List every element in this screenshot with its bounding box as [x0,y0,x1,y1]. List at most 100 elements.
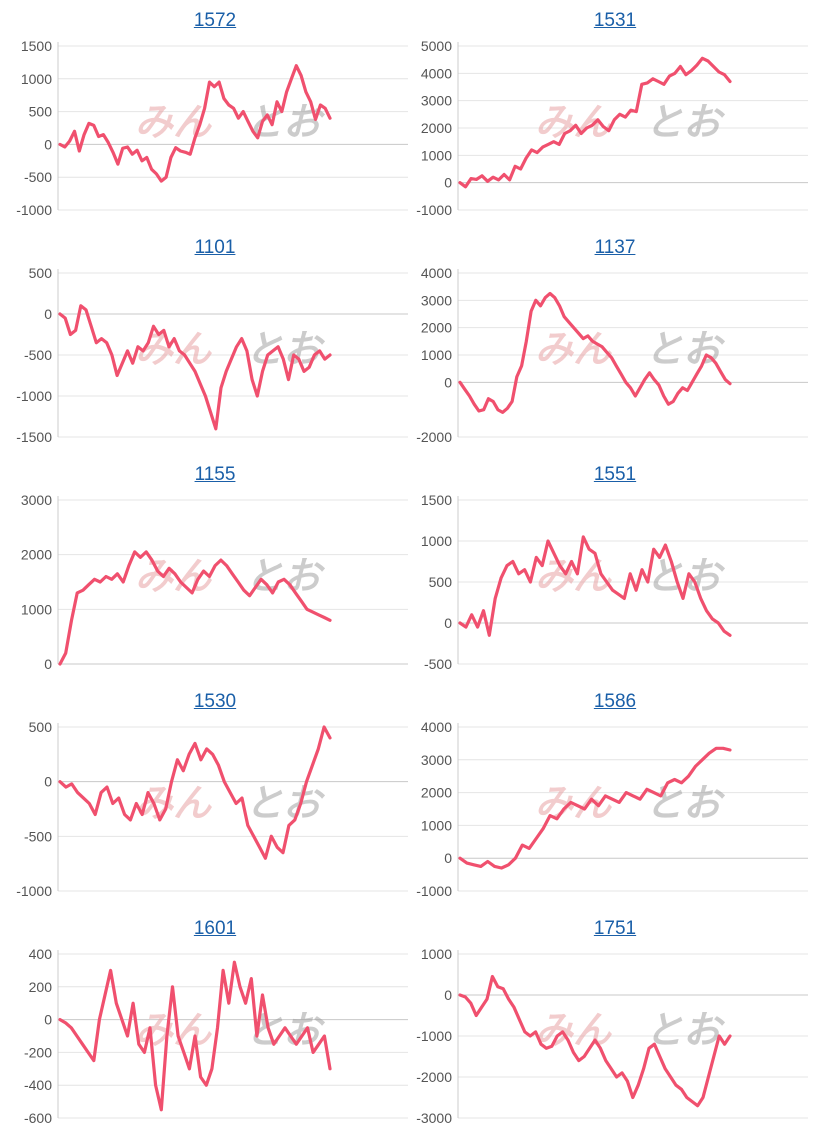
y-tick-label: -1000 [16,883,52,899]
y-tick-label: 1000 [21,601,52,617]
chart-title-link[interactable]: 1531 [593,10,637,31]
series-line [58,725,332,860]
series-line [58,960,332,1112]
y-tick-label: 500 [429,574,453,590]
y-tick-label: 4000 [421,65,452,81]
watermark-text: みん [535,1008,612,1052]
chart-panel-1137: 1137 4000 3000 2000 1000 0 -2000 みん とお [410,227,820,454]
y-tick-label: -1000 [416,1028,452,1044]
y-tick-label: -2000 [416,1069,452,1085]
y-tick-label: 1000 [421,347,452,363]
watermark-text: とお [245,781,326,825]
y-tick-label: 500 [29,265,53,281]
chart-title-link[interactable]: 1137 [594,237,636,258]
chart-title-link[interactable]: 1751 [593,918,637,939]
series-line [458,291,732,414]
chart-panel-1101: 1101 500 0 -500 -1000 -1500 みん とお [10,227,420,454]
y-tick-label: -500 [24,347,52,363]
y-tick-label: 500 [29,104,53,120]
y-tick-label: 1000 [421,533,452,549]
y-tick-label: 2000 [21,547,52,563]
y-tick-label: 200 [29,979,53,995]
watermark-text: みん [535,554,612,598]
y-tick-label: 1000 [421,147,452,163]
chart-panel-1155: 1155 3000 2000 1000 0 みん とお [10,454,420,681]
y-tick-label: -500 [424,656,452,672]
watermark-text: みん [135,1008,212,1052]
y-tick-label: -500 [24,828,52,844]
line-chart: 1000 0 -1000 -2000 -3000 みん とお [416,946,808,1126]
y-tick-label: 400 [29,946,53,962]
watermark-text: とお [645,327,726,371]
y-tick-label: -3000 [416,1110,452,1126]
y-tick-label: 1500 [21,38,52,54]
y-tick-label: 3000 [21,492,52,508]
line-chart: 4000 3000 2000 1000 0 -2000 みん とお [416,265,808,445]
y-tick-label: 0 [444,850,452,866]
chart-panel-1601: 1601 400 200 0 -200 -400 -600 みん とお [10,908,420,1135]
y-tick-label: -1000 [16,388,52,404]
y-tick-label: 3000 [421,752,452,768]
y-tick-label: 0 [444,374,452,390]
chart-title-link[interactable]: 1530 [193,691,237,712]
chart-panel-1586: 1586 4000 3000 2000 1000 0 -1000 みん とお [410,681,820,908]
y-tick-label: -2000 [416,429,452,445]
y-tick-label: 1500 [421,492,452,508]
y-tick-label: -1000 [416,202,452,218]
y-tick-label: 3000 [421,292,452,308]
y-tick-label: 4000 [421,719,452,735]
y-tick-label: -500 [24,169,52,185]
chart-title-link[interactable]: 1101 [194,237,236,258]
series-line [458,56,732,189]
chart-title-link[interactable]: 1572 [193,10,237,31]
y-tick-label: 1000 [421,946,452,962]
chart-title-link[interactable]: 1155 [194,464,236,485]
y-tick-label: 0 [44,1012,52,1028]
chart-title-link[interactable]: 1601 [193,918,237,939]
y-tick-label: 2000 [421,320,452,336]
series-line [458,535,732,637]
watermark-text: とお [645,100,726,144]
y-tick-label: -200 [24,1044,52,1060]
y-tick-label: 4000 [421,265,452,281]
y-tick-label: 0 [444,615,452,631]
chart-panel-1530: 1530 500 0 -500 -1000 みん とお [10,681,420,908]
chart-panel-1751: 1751 1000 0 -1000 -2000 -3000 みん とお [410,908,820,1135]
y-tick-label: -600 [24,1110,52,1126]
y-tick-label: -400 [24,1077,52,1093]
chart-panel-1551: 1551 1500 1000 500 0 -500 みん とお [410,454,820,681]
watermark-text: みん [135,327,212,371]
series-line [58,64,332,183]
y-tick-label: 0 [44,306,52,322]
y-tick-label: 3000 [421,93,452,109]
watermark-text: みん [535,327,612,371]
y-tick-label: 2000 [421,785,452,801]
chart-title-link[interactable]: 1551 [593,464,637,485]
series-line [58,550,332,666]
y-tick-label: 0 [444,175,452,191]
series-line [458,974,732,1108]
watermark-text: みん [135,781,212,825]
y-tick-label: -1000 [416,883,452,899]
y-tick-label: 0 [444,987,452,1003]
y-tick-label: 2000 [421,120,452,136]
y-tick-label: 0 [44,774,52,790]
series-line [58,304,332,431]
series-line [458,746,732,870]
y-tick-label: 0 [44,656,52,672]
y-tick-label: 1000 [421,817,452,833]
line-chart: 500 0 -500 -1000 みん とお [16,719,408,899]
y-tick-label: -1500 [16,429,52,445]
chart-title-link[interactable]: 1586 [593,691,637,712]
y-tick-label: 500 [29,719,53,735]
y-tick-label: 1000 [21,71,52,87]
y-tick-label: 5000 [421,38,452,54]
chart-panel-1572: 1572 1500 1000 500 0 -500 -1000 みん とお [10,0,420,227]
watermark-text: とお [645,781,726,825]
chart-panel-1531: 1531 5000 4000 3000 2000 1000 0 -1000 みん とお [410,0,820,227]
